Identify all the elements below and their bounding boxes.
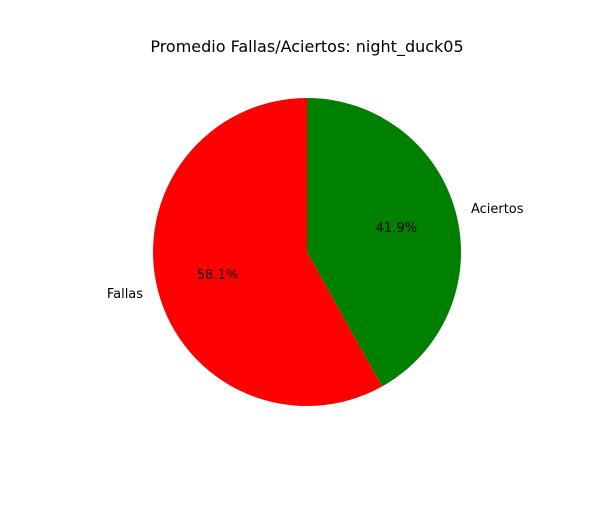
pie-labels: Aciertos 41.9% Fallas 58.1% (107, 202, 524, 302)
pie-slice-fallas (153, 98, 383, 406)
chart-title: Promedio Fallas/Aciertos: night_duck05 (150, 37, 463, 57)
slice-pct-label-fallas: 58.1% (197, 268, 238, 283)
slice-label-fallas: Fallas (107, 287, 143, 302)
pie-slices (153, 98, 462, 406)
slice-pct-label-aciertos: 41.9% (376, 221, 417, 236)
pie-slice-aciertos (307, 98, 462, 387)
slice-label-aciertos: Aciertos (471, 202, 524, 217)
